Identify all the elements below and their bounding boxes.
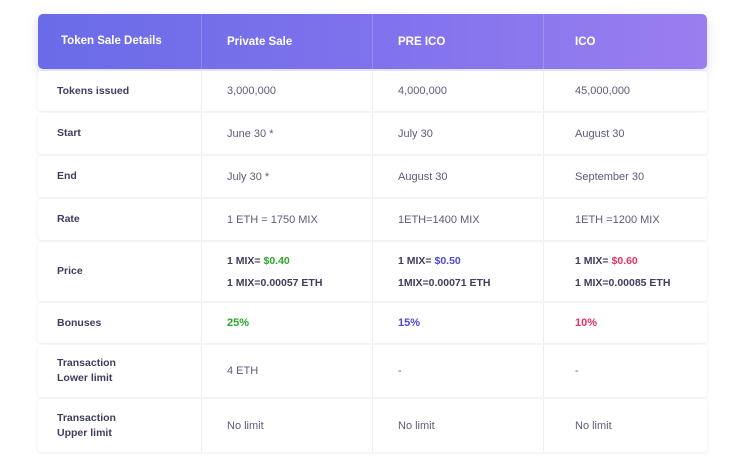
table-row-lower-limit: Transaction Lower limit 4 ETH - - [38,345,707,397]
private-value: 1 ETH = 1750 MIX [202,199,373,240]
row-label-line1: Transaction [57,411,116,424]
ico-value: No limit [575,419,612,432]
table-row-upper-limit: Transaction Upper limit No limit No limi… [38,399,707,452]
row-label: End [38,156,202,197]
row-label: Price [38,242,202,301]
preico-value: No limit [373,399,544,452]
table-row-rate: Rate 1 ETH = 1750 MIX 1ETH=1400 MIX 1ETH… [38,199,707,240]
table-row-tokens-issued: Tokens issued 3,000,000 4,000,000 45,000… [38,71,707,111]
private-price: 1 MIX= $0.40 1 MIX=0.00057 ETH [202,242,373,301]
price-prefix: 1 MIX= [398,254,432,267]
price-usd: $0.50 [434,254,461,267]
preico-value: 4,000,000 [373,71,544,111]
row-label: Rate [38,199,202,240]
row-label-line1: Transaction [57,357,116,369]
row-label-line2: Lower limit [57,372,113,384]
ico-value: 1ETH =1200 MIX [575,213,660,226]
row-label: Transaction Upper limit [38,399,202,452]
private-value: 4 ETH [202,345,373,397]
row-label: Tokens issued [38,71,202,111]
private-value: June 30 * [202,113,373,154]
price-prefix: 1 MIX= [227,254,261,267]
table-header: Token Sale Details Private Sale PRE ICO … [38,14,707,69]
preico-value: - [373,345,544,397]
private-value: No limit [202,399,373,452]
price-usd: $0.60 [611,254,638,267]
table-row-bonuses: Bonuses 25% 15% 10% [38,303,707,343]
private-bonus: 25% [202,303,373,343]
table-row-start: Start June 30 * July 30 August 30 [38,113,707,154]
price-prefix: 1 MIX= [575,254,609,267]
row-label-line2: Upper limit [57,426,112,439]
header-token-sale-details: Token Sale Details [38,14,202,69]
ico-bonus: 10% [575,317,598,329]
ico-value: 45,000,000 [575,85,631,97]
row-label: Bonuses [38,303,202,343]
preico-value: August 30 [373,156,544,197]
ico-value: August 30 [575,127,625,140]
table-row-end: End July 30 * August 30 September 30 [38,156,707,197]
preico-value: July 30 [373,113,544,154]
price-eth: 1 MIX=0.00085 ETH [575,276,671,289]
preico-bonus: 15% [373,303,544,343]
preico-value: 1ETH=1400 MIX [373,199,544,240]
ico-value: September 30 [575,170,645,183]
header-ico: ICO [575,35,596,48]
ico-value: - [575,365,579,377]
header-private-sale: Private Sale [202,14,373,69]
header-pre-ico: PRE ICO [373,14,544,69]
row-label: Start [38,113,202,154]
price-eth: 1MIX=0.00071 ETH [398,276,491,289]
ico-price: 1 MIX= $0.60 1 MIX=0.00085 ETH [544,242,707,301]
private-value: 3,000,000 [202,71,373,111]
price-eth: 1 MIX=0.00057 ETH [227,276,323,289]
price-usd: $0.40 [263,254,290,267]
private-value: July 30 * [202,156,373,197]
row-label: Transaction Lower limit [38,345,202,397]
preico-price: 1 MIX= $0.50 1MIX=0.00071 ETH [373,242,544,301]
token-sale-table: Token Sale Details Private Sale PRE ICO … [38,14,707,454]
table-row-price: Price 1 MIX= $0.40 1 MIX=0.00057 ETH 1 M… [38,242,707,301]
